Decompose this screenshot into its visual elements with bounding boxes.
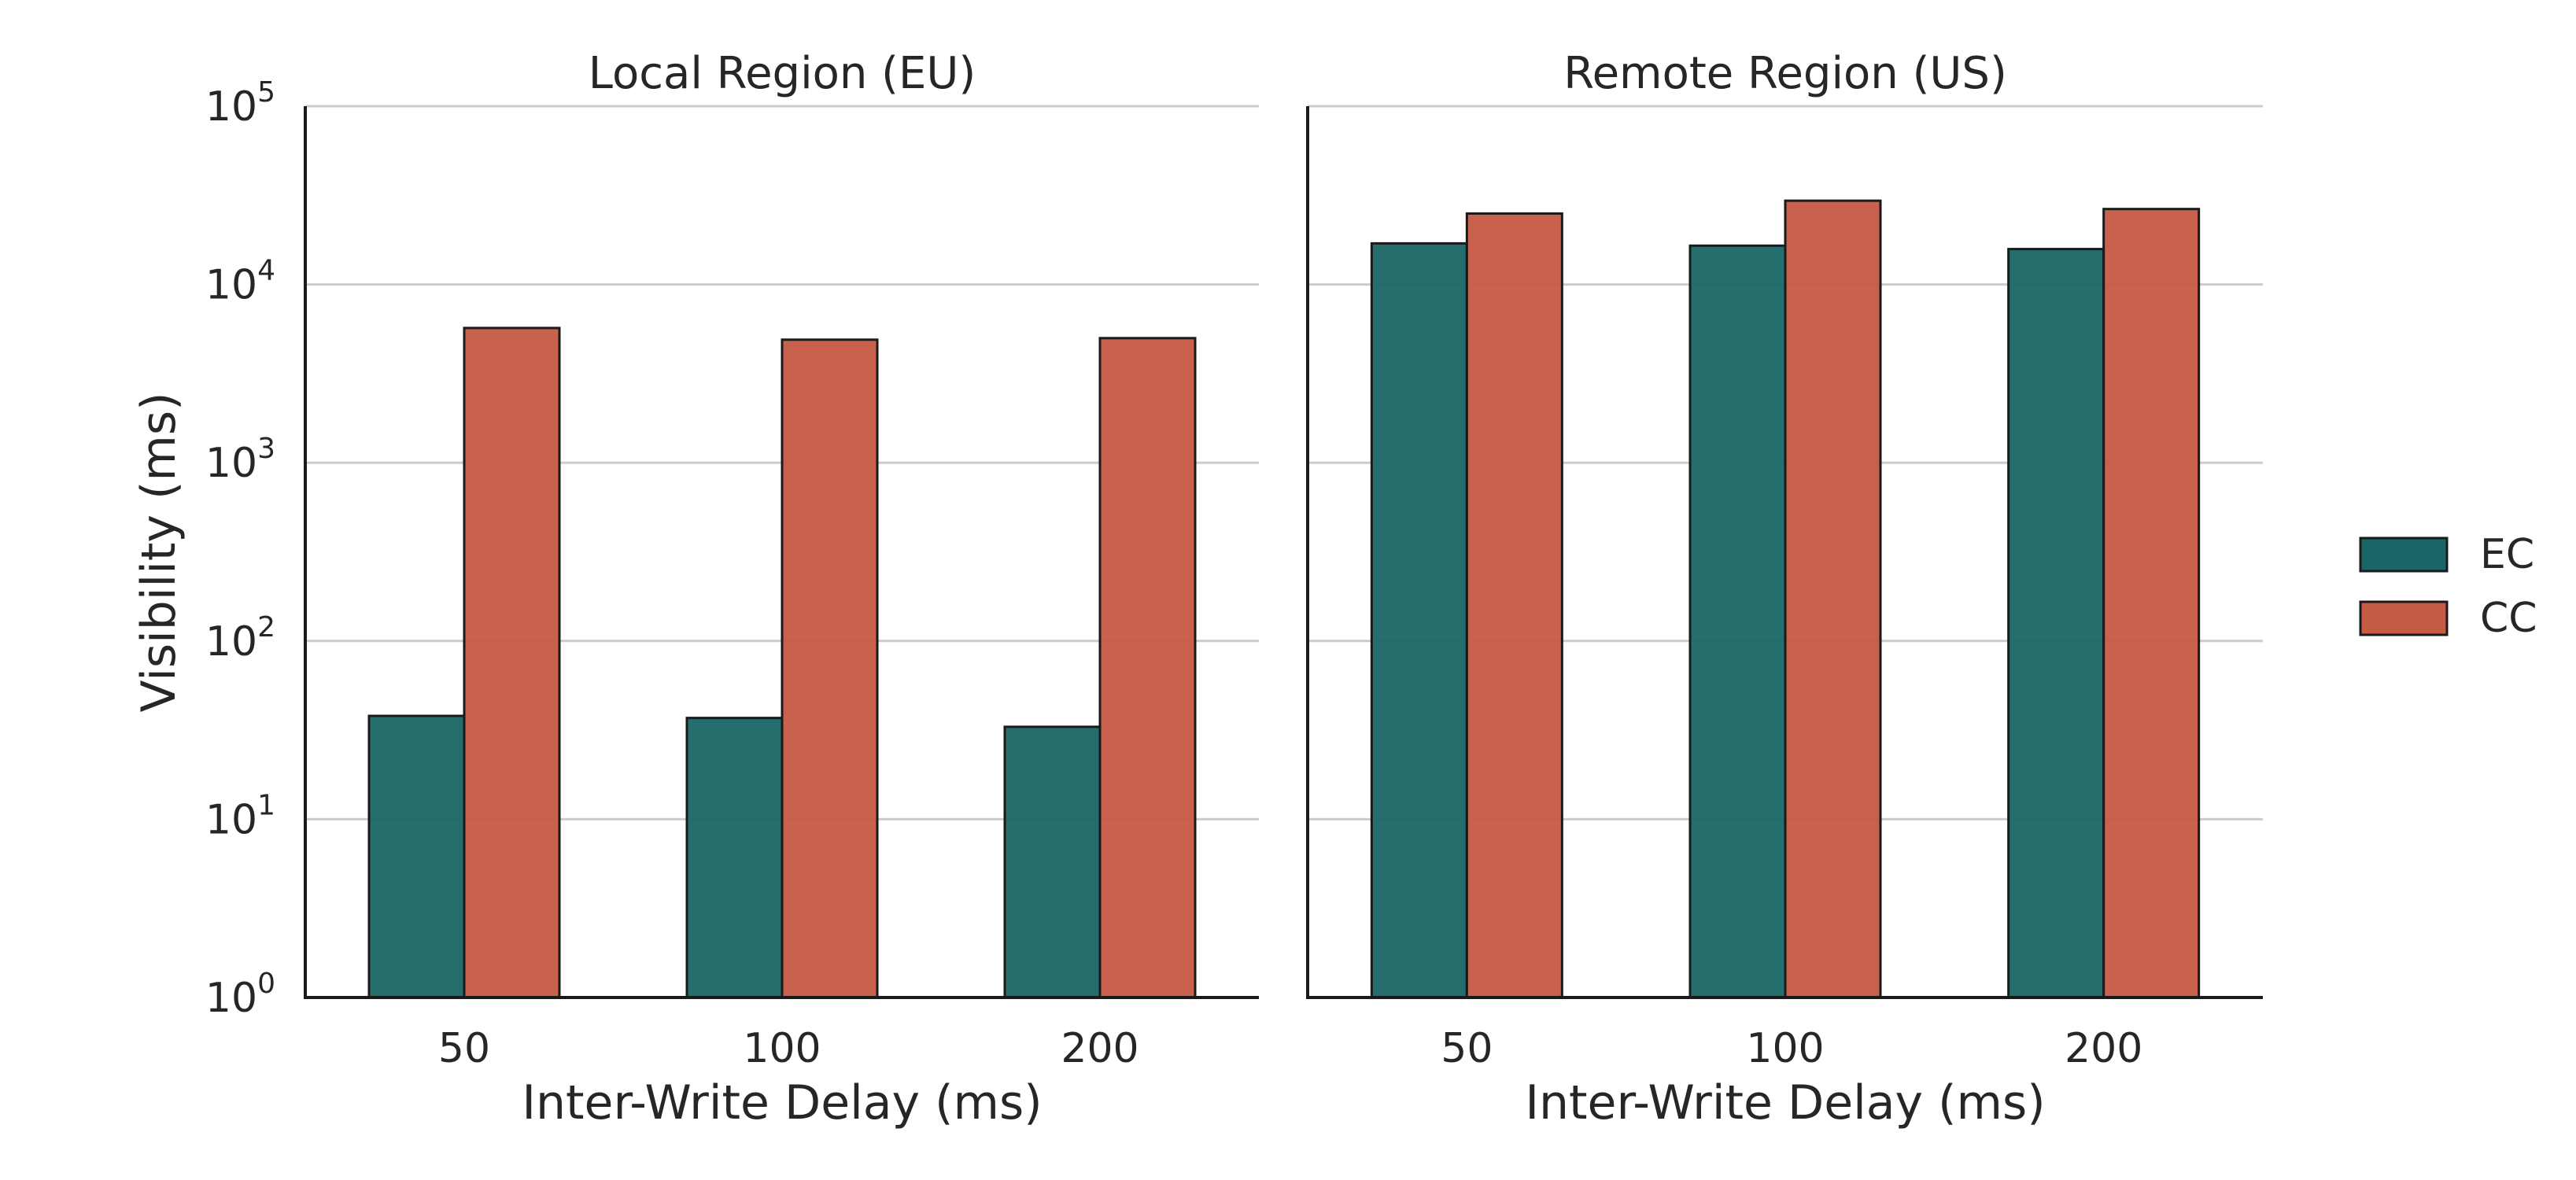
panel-title: Remote Region (US) bbox=[1563, 48, 2007, 99]
x-tick-label: 100 bbox=[743, 1025, 821, 1072]
legend: EC CC bbox=[2359, 531, 2537, 642]
bar bbox=[367, 714, 466, 999]
bar bbox=[1098, 337, 1197, 999]
x-axis-label: Inter-Write Delay (ms) bbox=[1525, 1075, 2045, 1130]
y-tick-label: 103 bbox=[205, 433, 275, 487]
bar bbox=[463, 326, 561, 999]
x-tick-label: 50 bbox=[1441, 1025, 1493, 1072]
panel-title: Local Region (EU) bbox=[589, 48, 976, 99]
x-tick-label: 100 bbox=[1746, 1025, 1824, 1072]
y-tick-exponent: 4 bbox=[257, 255, 275, 287]
bar bbox=[781, 338, 879, 999]
y-tick-exponent: 1 bbox=[257, 789, 275, 821]
bar bbox=[2102, 208, 2201, 999]
y-tick-exponent: 5 bbox=[257, 76, 275, 109]
y-tick-base: 10 bbox=[205, 262, 257, 309]
y-tick-label: 104 bbox=[205, 255, 275, 309]
y-tick-label: 100 bbox=[205, 968, 275, 1022]
bar bbox=[1784, 199, 1882, 999]
y-tick-exponent: 3 bbox=[257, 433, 275, 465]
bar bbox=[1003, 725, 1102, 999]
y-tick-label: 105 bbox=[205, 76, 275, 131]
y-tick-base: 10 bbox=[205, 975, 257, 1022]
legend-label: CC bbox=[2480, 595, 2537, 642]
y-tick-label: 101 bbox=[205, 789, 275, 843]
chart-panel: 50 100 200 Inter-Write Delay (ms) Local Regi… bbox=[304, 48, 1259, 1130]
y-tick-exponent: 2 bbox=[257, 611, 275, 643]
legend-label: EC bbox=[2480, 531, 2534, 578]
y-axis-label: Visibility (ms) bbox=[131, 392, 186, 712]
legend-swatch bbox=[2359, 537, 2449, 573]
y-tick-base: 10 bbox=[205, 83, 257, 131]
bar bbox=[2007, 248, 2105, 999]
x-tick-label: 200 bbox=[2065, 1025, 2142, 1072]
chart-panel: 50 100 200 Inter-Write Delay (ms) Remote Reg… bbox=[1306, 48, 2263, 1130]
y-tick-base: 10 bbox=[205, 440, 257, 487]
bar bbox=[1370, 242, 1468, 999]
bar bbox=[685, 717, 784, 999]
y-tick-exponent: 0 bbox=[257, 968, 275, 1000]
y-tick-base: 10 bbox=[205, 618, 257, 666]
x-tick-label: 200 bbox=[1061, 1025, 1139, 1072]
x-tick-label: 50 bbox=[438, 1025, 490, 1072]
bar bbox=[1688, 244, 1787, 999]
y-tick-base: 10 bbox=[205, 796, 257, 843]
y-tick-label: 102 bbox=[205, 611, 275, 666]
legend-swatch bbox=[2359, 600, 2449, 636]
x-axis-label: Inter-Write Delay (ms) bbox=[522, 1075, 1042, 1130]
bar bbox=[1465, 212, 1563, 999]
